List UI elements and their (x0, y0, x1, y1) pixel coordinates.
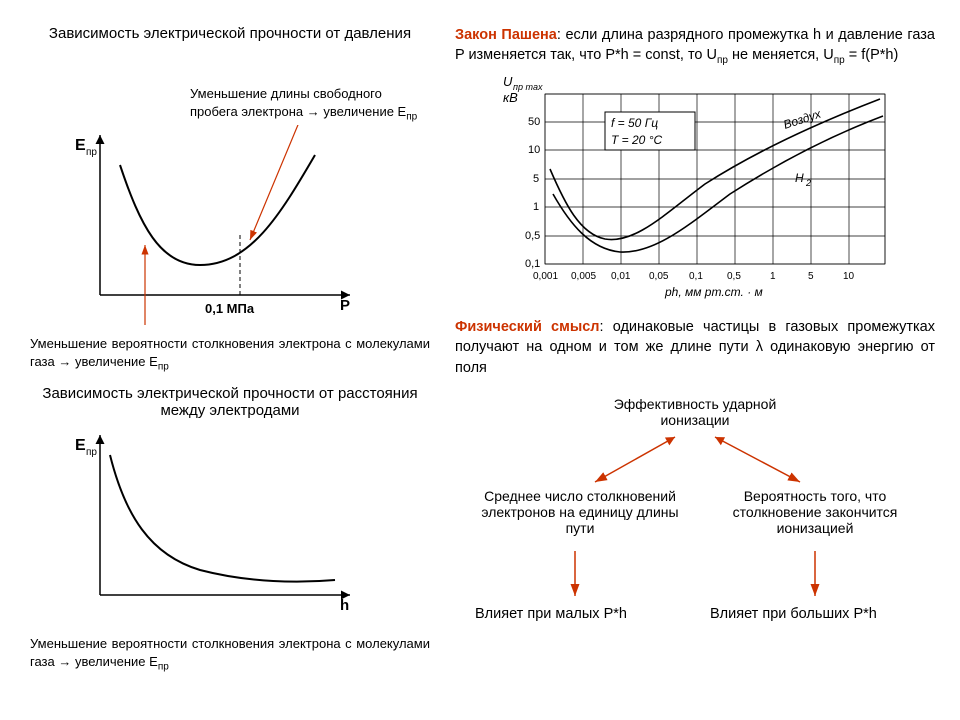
svg-text:пр: пр (86, 147, 97, 158)
section1-title: Зависимость электрической прочности от д… (30, 25, 430, 42)
svg-text:0,01: 0,01 (611, 271, 631, 282)
diagram-left-node: Среднее число столкновений электронов на… (475, 488, 685, 536)
svg-text:кВ: кВ (503, 90, 518, 105)
svg-text:0,005: 0,005 (571, 271, 596, 282)
chart-e-vs-h: E пр h (50, 425, 390, 625)
svg-text:0,1: 0,1 (525, 258, 540, 270)
svg-text:f = 50 Гц: f = 50 Гц (611, 116, 658, 130)
paschen-law-text: Закон Пашена: если длина разрядного пром… (455, 25, 935, 68)
svg-text:10: 10 (843, 271, 855, 282)
svg-text:U: U (503, 74, 513, 89)
diagram-root: Эффективность ударной ионизации (605, 396, 785, 428)
svg-text:0,5: 0,5 (727, 271, 741, 282)
chart-e-vs-p: E пр P 0,1 МПа (50, 125, 390, 325)
svg-text:5: 5 (533, 173, 539, 185)
diagram-right-leaf: Влияет при больших P*h (710, 606, 930, 622)
section2-caption: Уменьшение вероятности столкновения элек… (30, 635, 430, 674)
svg-text:ph, мм рт.ст. · м: ph, мм рт.ст. · м (664, 285, 763, 299)
svg-text:P: P (340, 297, 350, 314)
ionization-diagram: Эффективность ударной ионизации Среднее … (455, 396, 935, 656)
svg-text:0,1: 0,1 (689, 271, 703, 282)
section1-caption: Уменьшение вероятности столкновения элек… (30, 335, 430, 374)
svg-text:E: E (75, 137, 86, 154)
svg-text:5: 5 (808, 271, 814, 282)
svg-text:0,05: 0,05 (649, 271, 669, 282)
section2-title: Зависимость электрической прочности от р… (30, 385, 430, 419)
svg-text:H: H (795, 171, 804, 185)
chart-paschen: U пр max кВ 0,1 0,5 1 5 10 50 0,001 0,00… (495, 74, 925, 304)
svg-text:0,001: 0,001 (533, 271, 558, 282)
svg-text:1: 1 (770, 271, 776, 282)
svg-text:T = 20 °C: T = 20 °C (611, 133, 662, 147)
svg-text:пр: пр (86, 447, 97, 458)
diagram-right-node: Вероятность того, что столкновение закон… (710, 488, 920, 536)
svg-text:0,5: 0,5 (525, 230, 540, 242)
svg-text:10: 10 (528, 144, 540, 156)
svg-text:E: E (75, 437, 86, 454)
diagram-left-leaf: Влияет при малых P*h (475, 606, 675, 622)
svg-text:h: h (340, 597, 349, 614)
svg-text:2: 2 (805, 178, 811, 188)
svg-text:1: 1 (533, 201, 539, 213)
section1-annotation-right: Уменьшение длины свободного пробега элек… (190, 85, 430, 124)
svg-text:50: 50 (528, 116, 540, 128)
svg-text:Воздух: Воздух (782, 107, 824, 133)
physical-meaning: Физический смысл: одинаковые частицы в г… (455, 317, 935, 378)
svg-text:0,1 МПа: 0,1 МПа (205, 301, 255, 316)
